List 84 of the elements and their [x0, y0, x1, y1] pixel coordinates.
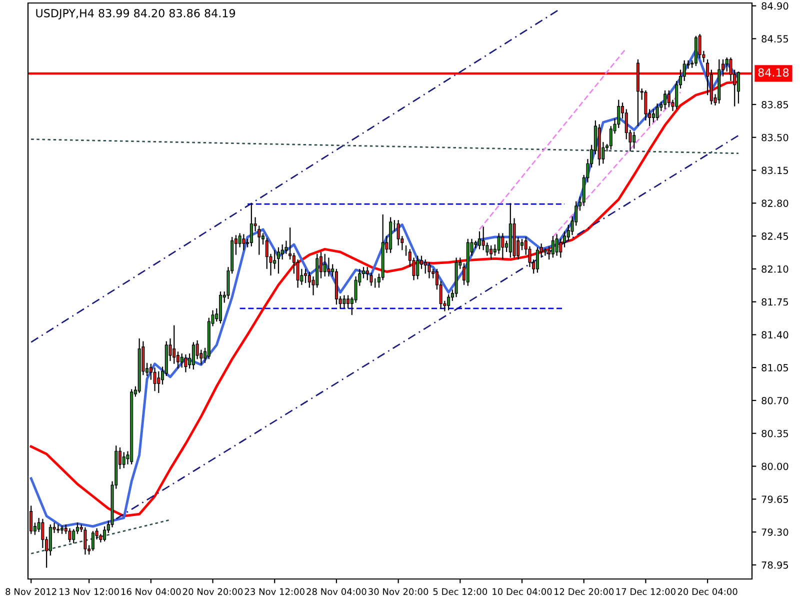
candlestick	[238, 232, 242, 248]
candlestick	[192, 342, 195, 370]
candlestick	[536, 246, 539, 274]
x-tick-label: 28 Nov 04:00	[306, 588, 366, 596]
candlestick	[262, 232, 265, 246]
candlestick	[725, 56, 728, 72]
candlestick	[675, 80, 678, 110]
candlestick	[250, 202, 253, 247]
y-tick-label: 84.90	[762, 2, 788, 10]
candlestick	[157, 370, 160, 394]
y-tick-label: 82.80	[762, 200, 788, 207]
candlestick	[91, 530, 94, 552]
y-tick-label: 81.75	[762, 298, 788, 306]
x-tick-label: 30 Nov 20:00	[368, 588, 428, 596]
candlestick	[396, 220, 400, 246]
x-tick-label: 12 Dec 20:00	[554, 588, 614, 596]
x-tick-label: 16 Nov 04:00	[121, 588, 181, 596]
candlestick	[447, 294, 450, 311]
y-tick-label: 83.85	[762, 100, 788, 108]
candlestick	[72, 528, 76, 544]
candlestick	[478, 230, 481, 250]
candlestick	[323, 253, 326, 277]
candlestick	[153, 367, 156, 392]
candlestick	[84, 526, 87, 556]
x-tick-label: 17 Dec 12:00	[616, 588, 676, 596]
candlestick	[48, 524, 52, 556]
candlestick	[362, 266, 366, 279]
y-tick-label: 78.95	[762, 561, 788, 569]
candlestick	[424, 258, 427, 274]
candlestick	[559, 238, 562, 258]
y-tick-label: 81.05	[762, 364, 788, 372]
text: USDJPY,H4 83.99 84.20 83.86 84.19	[36, 8, 236, 20]
candlestick	[184, 354, 188, 373]
candlestick	[346, 294, 350, 309]
y-tick-label: 80.70	[762, 396, 788, 404]
candlestick	[41, 518, 44, 549]
candlestick	[729, 56, 732, 82]
candlestick	[544, 248, 547, 256]
y-tick-label: 79.65	[762, 496, 788, 503]
y-tick-label: 80.00	[762, 462, 788, 470]
y-tick-label: 82.45	[762, 232, 788, 240]
x-tick-label: 20 Dec 04:00	[678, 588, 738, 596]
x-tick-label: 13 Nov 12:00	[60, 588, 119, 596]
candlestick	[656, 102, 659, 122]
y-tick-label: 83.15	[762, 166, 788, 174]
y-tick-label: 80.35	[762, 430, 788, 438]
candlestick	[176, 351, 180, 370]
y-tick-label: 81.40	[762, 331, 788, 339]
ref-line-label: 84.18	[758, 68, 789, 77]
candlestick	[288, 227, 292, 260]
y-tick-label: 84.55	[762, 35, 788, 43]
candlestick	[276, 246, 280, 274]
candlestick	[342, 294, 346, 309]
candlestick	[555, 234, 558, 256]
candlestick	[667, 90, 670, 108]
candlestick	[304, 268, 308, 284]
x-tick-label: 10 Dec 04:00	[492, 588, 552, 596]
candlestick	[103, 526, 106, 542]
y-tick-label: 79.30	[762, 528, 788, 536]
candlestick	[296, 258, 300, 288]
candlestick	[327, 257, 330, 277]
candlestick	[428, 262, 431, 279]
candlestick	[682, 60, 686, 82]
y-tick-label: 83.50	[762, 134, 788, 142]
candlestick	[644, 90, 648, 122]
x-tick-label: 20 Nov 20:00	[183, 588, 243, 596]
candlestick	[280, 244, 284, 260]
candlestick	[416, 255, 420, 280]
candlestick	[652, 108, 655, 123]
candlestick	[490, 244, 493, 260]
candlestick	[736, 71, 740, 104]
candlestick	[664, 90, 667, 110]
candlestick	[242, 234, 246, 251]
y-tick-label: 82.10	[762, 265, 788, 273]
candlestick	[122, 452, 126, 469]
x-tick-label: 8 Nov 2012	[6, 588, 56, 596]
candlestick	[68, 528, 72, 543]
x-tick-label: 5 Dec 12:00	[433, 588, 488, 596]
candlestick	[501, 232, 504, 260]
candlestick	[172, 324, 176, 364]
x-tick-label: 23 Nov 12:00	[244, 588, 304, 596]
candlestick	[180, 352, 184, 368]
candlestick	[632, 131, 636, 150]
candlestick	[551, 235, 554, 258]
